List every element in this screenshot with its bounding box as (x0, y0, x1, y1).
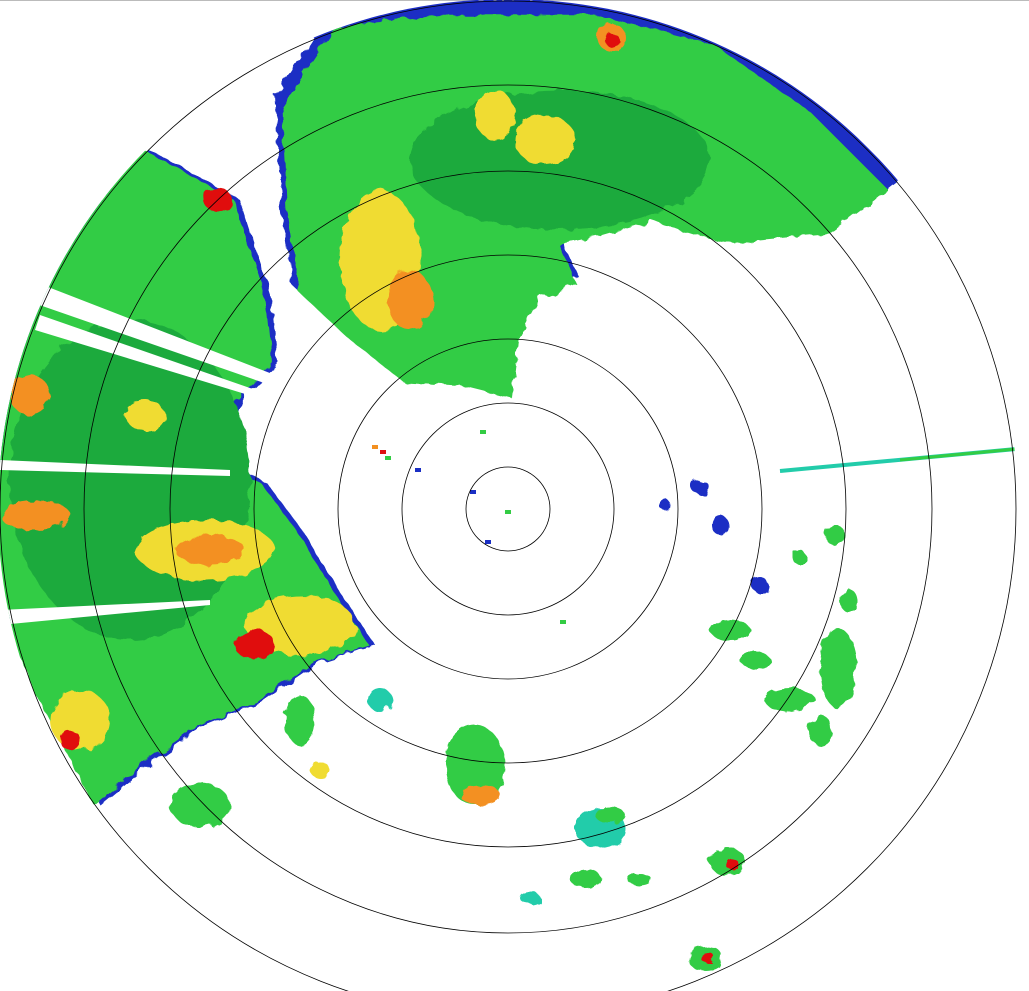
reflectivity-echoes (0, 0, 1017, 970)
echo-cell (840, 588, 856, 612)
echo-cell (310, 762, 330, 778)
echo-west-core (10, 320, 250, 640)
echo-cell (752, 577, 768, 593)
echo-cell (820, 628, 856, 708)
clutter-point (560, 620, 566, 624)
echo-gap-streak (0, 600, 210, 625)
echo-cell (460, 785, 500, 805)
echo-cell (794, 550, 806, 566)
echo-cell (701, 953, 715, 963)
echo-gap-streak (25, 280, 275, 385)
clutter-point (385, 456, 391, 460)
range-ring-1 (465, 466, 551, 552)
echo-west-yellow-4 (50, 690, 110, 750)
echo-cell (628, 874, 652, 886)
range-ring-4 (253, 254, 763, 764)
echo-cell (570, 868, 600, 888)
echo-gap-streak (35, 315, 270, 400)
echo-cell (445, 725, 505, 805)
clutter-point (415, 468, 421, 472)
clutter-point (470, 490, 476, 494)
echo-north-yellow-2 (475, 90, 515, 140)
echo-cell (710, 620, 750, 640)
echo-west-orange-3 (10, 375, 50, 415)
range-ring-6 (83, 84, 933, 934)
echo-cell (595, 807, 625, 823)
echo-east-spoke-strong (899, 447, 1017, 462)
echo-cell (692, 479, 708, 495)
clutter-point (485, 540, 491, 544)
clutter-point (505, 510, 511, 514)
echo-cell (740, 652, 770, 668)
range-ring-2 (401, 402, 615, 616)
echo-cell (765, 688, 815, 712)
echo-cell (825, 525, 845, 545)
echo-north-yellow-3 (515, 115, 575, 165)
echo-west-red (235, 630, 275, 660)
echo-west-yellow-2 (125, 400, 165, 430)
echo-north-red (605, 33, 619, 47)
echo-cell (520, 892, 540, 904)
clutter-point (372, 445, 378, 449)
echo-sw (170, 783, 230, 827)
echo-gap-streak (0, 460, 230, 476)
range-ring-5 (169, 170, 847, 848)
echo-cell (660, 499, 670, 511)
echo-west-orange-2 (0, 500, 70, 530)
clutter-point (380, 450, 386, 454)
echo-west-orange (175, 535, 245, 565)
echo-north-orange (388, 270, 432, 330)
echo-west-red-3 (60, 730, 80, 750)
echo-cell (712, 515, 728, 535)
clutter-point (480, 430, 486, 434)
echo-cell (808, 715, 832, 745)
range-ring-3 (337, 338, 679, 680)
echo-cell (368, 688, 392, 712)
echo-cell (727, 859, 739, 871)
echo-cell (285, 695, 315, 745)
